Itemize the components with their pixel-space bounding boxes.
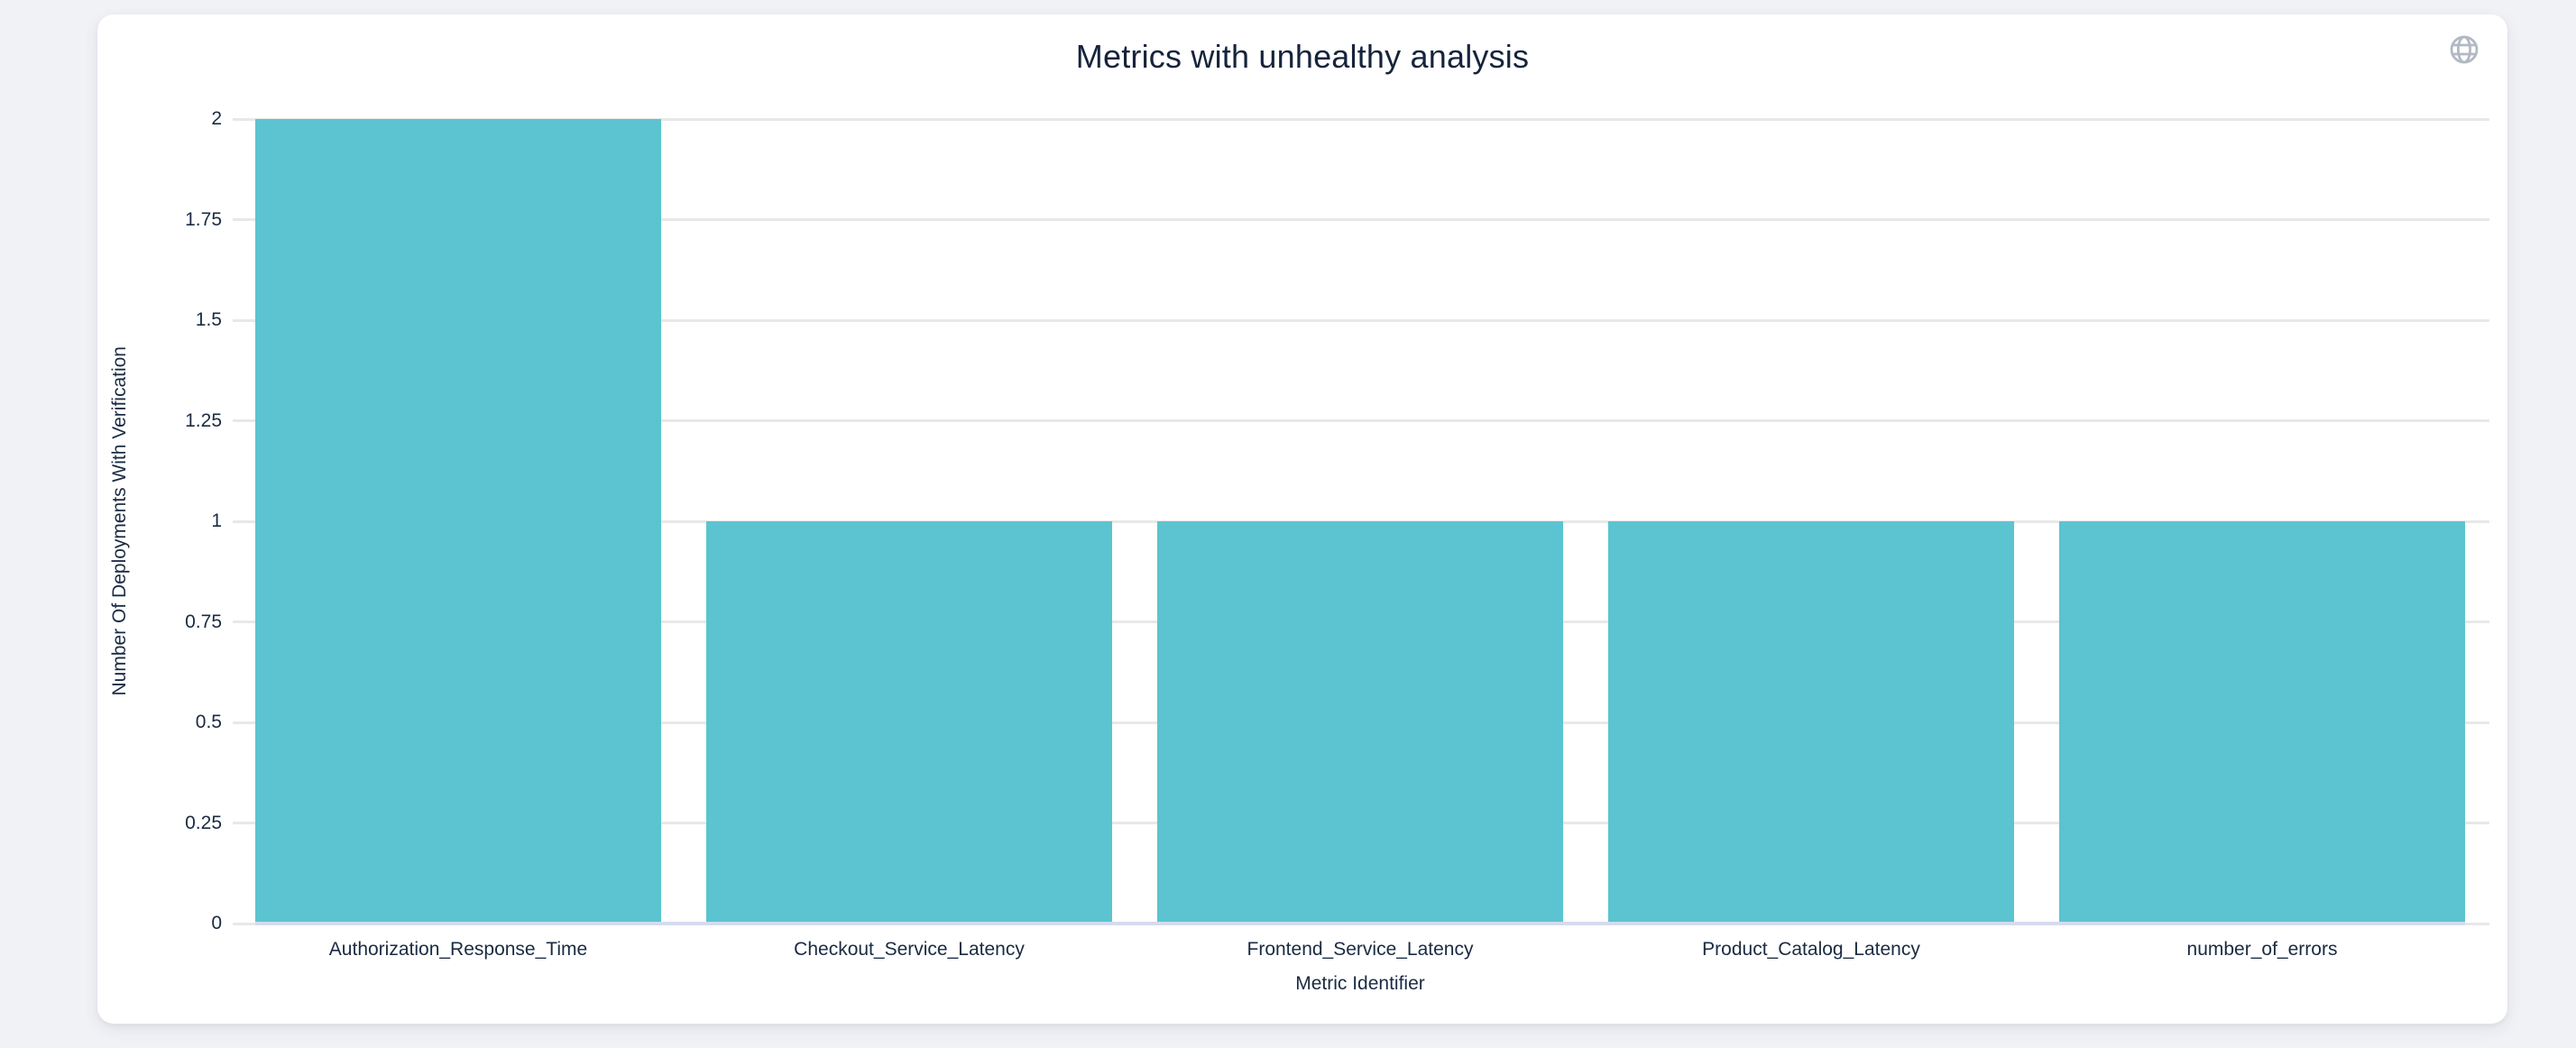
y-tick-label-0: 0: [211, 913, 222, 933]
x-tick-label-number_of_errors: number_of_errors: [2186, 939, 2338, 960]
x-axis-title: Metric Identifier: [1295, 973, 1425, 994]
gridline-y-1.25: [233, 419, 2489, 422]
y-tick-label-2: 2: [211, 108, 222, 129]
chart-bar-Frontend_Service_Latency[interactable]: [1157, 521, 1563, 922]
chart-card: Metrics with unhealthy analysis Number O…: [97, 14, 2507, 1024]
chart-bar-number_of_errors[interactable]: [2059, 521, 2465, 922]
y-tick-label-0.25: 0.25: [185, 812, 222, 833]
globe-button[interactable]: [2448, 33, 2480, 66]
y-tick-label-0.75: 0.75: [185, 611, 222, 632]
y-tick-label-1: 1: [211, 510, 222, 531]
chart-bar-Authorization_Response_Time[interactable]: [255, 119, 661, 922]
globe-icon: [2448, 35, 2480, 69]
y-tick-label-1.75: 1.75: [185, 208, 222, 230]
chart-bar-Checkout_Service_Latency[interactable]: [706, 521, 1112, 922]
y-tick-label-0.5: 0.5: [195, 712, 222, 732]
gridline-y-1.75: [233, 218, 2489, 221]
x-tick-label-Product_Catalog_Latency: Product_Catalog_Latency: [1702, 939, 1920, 960]
gridline-y-2: [233, 117, 2489, 121]
x-tick-label-Checkout_Service_Latency: Checkout_Service_Latency: [794, 939, 1025, 960]
x-tick-label-Authorization_Response_Time: Authorization_Response_Time: [328, 939, 588, 960]
chart-bar-Product_Catalog_Latency[interactable]: [1608, 521, 2014, 922]
x-tick-label-Frontend_Service_Latency: Frontend_Service_Latency: [1247, 939, 1474, 960]
y-tick-label-1.5: 1.5: [195, 309, 222, 330]
plot-area: Number Of Deployments With Verification …: [109, 108, 2489, 994]
x-axis-line: [255, 922, 2465, 925]
y-tick-label-1.25: 1.25: [185, 409, 222, 431]
gridline-y-1.5: [233, 318, 2489, 322]
chart-title: Metrics with unhealthy analysis: [1075, 38, 1530, 75]
